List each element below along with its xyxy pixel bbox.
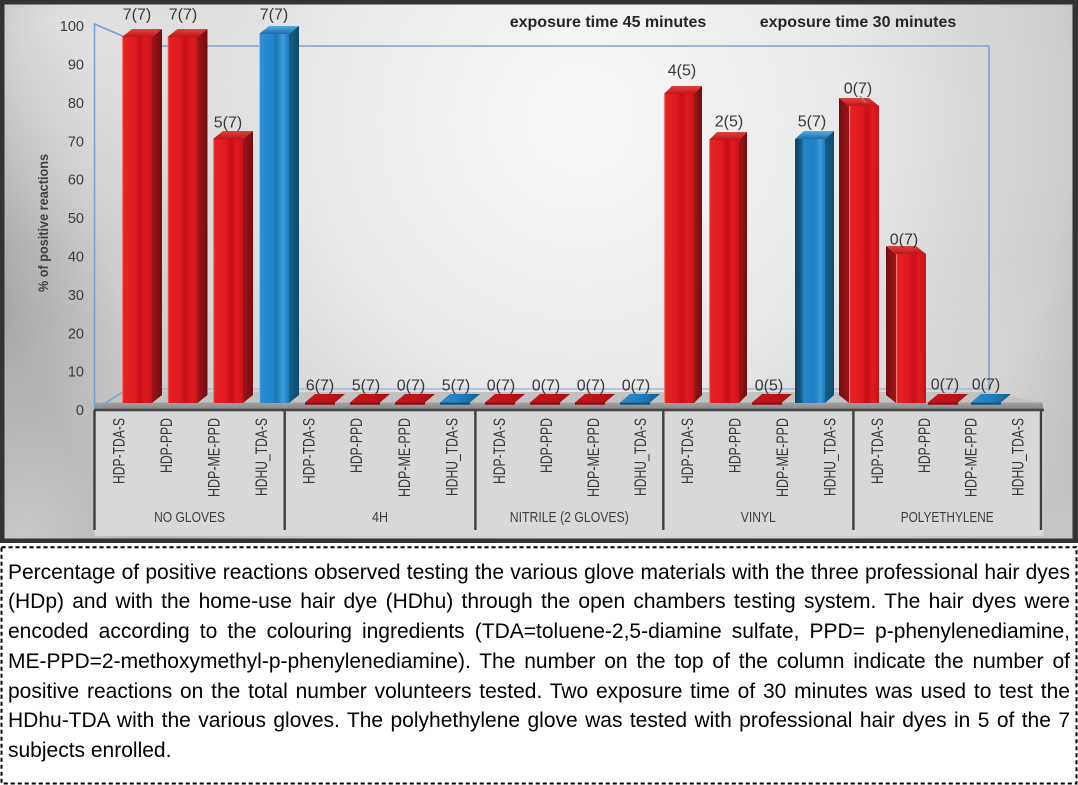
- svg-text:0(7): 0(7): [532, 378, 560, 395]
- svg-text:HDHU_TDA-S: HDHU_TDA-S: [821, 418, 840, 496]
- svg-text:HDP-ME-PPD: HDP-ME-PPD: [204, 418, 223, 497]
- svg-text:HDP-ME-PPD: HDP-ME-PPD: [584, 418, 603, 497]
- svg-text:HDHU_TDA-S: HDHU_TDA-S: [1008, 418, 1027, 496]
- svg-text:0(5): 0(5): [755, 378, 783, 395]
- svg-text:30: 30: [68, 288, 84, 304]
- svg-text:90: 90: [68, 57, 84, 73]
- svg-text:HDP-TDA-S: HDP-TDA-S: [109, 418, 128, 484]
- svg-text:POLYETHYLENE: POLYETHYLENE: [901, 509, 994, 526]
- svg-text:HDP-ME-PPD: HDP-ME-PPD: [773, 418, 792, 497]
- svg-text:HDP-TDA-S: HDP-TDA-S: [868, 418, 887, 484]
- svg-text:5(7): 5(7): [798, 114, 826, 131]
- svg-text:80: 80: [68, 96, 84, 112]
- svg-text:HDP-TDA-S: HDP-TDA-S: [490, 418, 509, 484]
- svg-text:60: 60: [68, 173, 84, 189]
- svg-text:0(7): 0(7): [577, 378, 605, 395]
- svg-text:0: 0: [76, 403, 84, 419]
- svg-text:4(5): 4(5): [668, 63, 696, 80]
- svg-text:5(7): 5(7): [214, 115, 242, 132]
- svg-text:0(7): 0(7): [397, 378, 425, 395]
- svg-text:0(7): 0(7): [931, 377, 959, 394]
- svg-text:0(7): 0(7): [622, 378, 650, 395]
- svg-text:HDP-PPD: HDP-PPD: [537, 418, 556, 473]
- svg-text:exposure time 30 minutes: exposure time 30 minutes: [760, 14, 957, 31]
- svg-text:4H: 4H: [372, 509, 388, 526]
- svg-text:0(7): 0(7): [844, 81, 872, 98]
- svg-text:HDP-ME-PPD: HDP-ME-PPD: [395, 418, 414, 497]
- svg-text:0(7): 0(7): [487, 378, 515, 395]
- svg-text:10: 10: [68, 365, 84, 381]
- svg-text:100: 100: [60, 19, 84, 35]
- svg-text:exposure time 45 minutes: exposure time 45 minutes: [510, 14, 707, 31]
- svg-text:HDHU_TDA-S: HDHU_TDA-S: [252, 418, 271, 496]
- svg-text:NO GLOVES: NO GLOVES: [154, 509, 225, 526]
- svg-text:VINYL: VINYL: [741, 509, 776, 526]
- svg-text:2(5): 2(5): [715, 114, 743, 131]
- svg-text:NITRILE (2 GLOVES): NITRILE (2 GLOVES): [510, 509, 629, 526]
- svg-text:HDP-PPD: HDP-PPD: [915, 418, 934, 473]
- svg-text:20: 20: [68, 326, 84, 342]
- svg-text:7(7): 7(7): [260, 7, 288, 24]
- svg-text:HDP-ME-PPD: HDP-ME-PPD: [962, 418, 981, 497]
- svg-text:HDP-PPD: HDP-PPD: [347, 418, 366, 473]
- svg-text:50: 50: [68, 211, 84, 227]
- svg-text:HDP-TDA-S: HDP-TDA-S: [299, 418, 318, 484]
- svg-text:HDHU_TDA-S: HDHU_TDA-S: [631, 418, 650, 496]
- svg-text:70: 70: [68, 134, 84, 150]
- svg-text:% of positive reactions: % of positive reactions: [35, 154, 51, 292]
- svg-text:0(7): 0(7): [890, 232, 918, 249]
- svg-text:5(7): 5(7): [352, 378, 380, 395]
- svg-text:HDP-PPD: HDP-PPD: [157, 418, 176, 473]
- svg-text:HDP-TDA-S: HDP-TDA-S: [678, 418, 697, 484]
- svg-text:HDHU_TDA-S: HDHU_TDA-S: [443, 418, 462, 496]
- svg-text:5(7): 5(7): [442, 378, 470, 395]
- svg-text:6(7): 6(7): [306, 378, 334, 395]
- svg-text:7(7): 7(7): [169, 7, 197, 24]
- svg-text:HDP-PPD: HDP-PPD: [726, 418, 745, 473]
- svg-text:7(7): 7(7): [123, 7, 151, 24]
- svg-text:0(7): 0(7): [972, 377, 1000, 394]
- svg-text:40: 40: [68, 249, 84, 265]
